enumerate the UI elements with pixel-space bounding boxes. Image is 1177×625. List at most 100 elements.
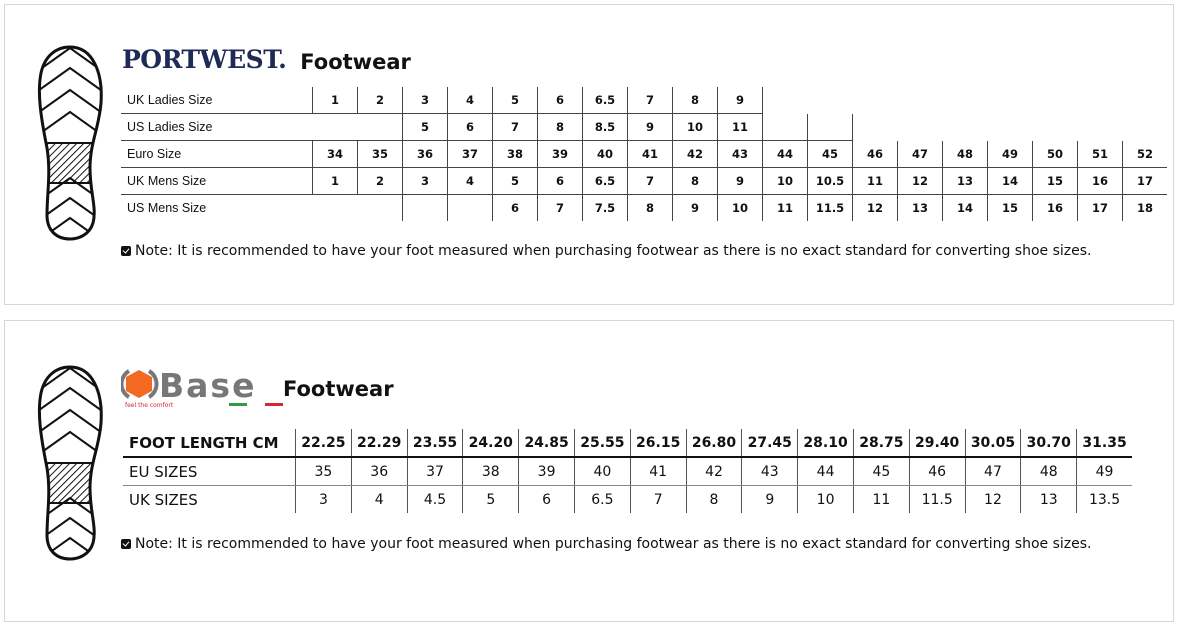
note-text: Note: It is recommended to have your foo…	[135, 243, 1092, 259]
size-cell: 8	[685, 485, 742, 513]
size-cell	[1078, 87, 1123, 114]
size-cell: 36	[350, 457, 408, 486]
size-cell: 7	[629, 485, 687, 513]
size-cell: 43	[741, 457, 798, 486]
size-cell	[357, 113, 403, 141]
table-row: FOOT LENGTH CM 22.25 22.29 23.55 24.20 24.85 2…	[123, 429, 1132, 458]
size-cell: 46	[852, 140, 898, 168]
size-cell: 6.5	[573, 485, 631, 513]
size-cell: 49	[987, 140, 1033, 168]
size-cell	[313, 195, 358, 222]
size-cell	[943, 87, 988, 114]
size-cell: 12	[897, 167, 943, 195]
size-cell: 18	[1122, 194, 1167, 221]
size-cell: 6	[518, 485, 575, 513]
size-cell: 4	[447, 87, 493, 114]
size-cell: 6	[537, 87, 583, 114]
size-cell: 7.5	[582, 194, 628, 221]
svg-text:Base: Base	[159, 367, 256, 405]
size-cell	[1033, 87, 1078, 114]
base-size-table: FOOT LENGTH CM 22.25 22.29 23.55 24.20 24.85 2…	[123, 429, 1132, 513]
size-cell: 42	[685, 457, 742, 486]
size-cell	[988, 114, 1033, 141]
size-cell: 5	[402, 113, 448, 141]
size-cell	[943, 114, 988, 141]
size-cell	[358, 195, 403, 222]
shoe-sole-icon	[35, 43, 107, 243]
size-cell	[312, 113, 358, 141]
size-cell: 11	[717, 113, 763, 141]
portwest-size-table: UK Ladies Size 1 2 3 4 5 6 6.5 7 8 9 US Ladies Size…	[121, 87, 1167, 221]
size-cell: 8	[537, 113, 583, 141]
row-label: US Ladies Size	[121, 113, 313, 141]
table-row: UK SIZES 3 4 4.5 5 6 6.5 7 8 9 10 11 11.5 12 13 13.5	[123, 485, 1132, 513]
size-cell: 9	[741, 485, 798, 513]
size-cell: 5	[492, 87, 538, 114]
size-cell: 2	[357, 167, 403, 195]
size-cell: 12	[964, 485, 1021, 513]
size-cell	[1033, 114, 1078, 141]
size-cell: 28.10	[797, 429, 854, 458]
size-cell: 6	[492, 194, 538, 221]
tagline: feel the comfort	[125, 402, 174, 409]
row-label: UK SIZES	[129, 490, 198, 509]
size-cell: 50	[1032, 140, 1078, 168]
size-cell: 7	[627, 167, 673, 195]
size-cell: 8	[672, 167, 718, 195]
row-label: UK Ladies Size	[121, 87, 313, 114]
size-cell: 38	[462, 457, 519, 486]
checkbox-icon	[121, 246, 131, 256]
section-title: Footwear	[300, 50, 411, 74]
size-cell: 11.5	[908, 485, 966, 513]
size-cell: 26.80	[685, 429, 742, 458]
base-size-chart: Base feel the comfort Footwear FOOT LENG…	[4, 320, 1174, 622]
size-cell: 7	[492, 113, 538, 141]
size-cell: 38	[492, 140, 538, 168]
row-label: EU SIZES	[123, 457, 296, 486]
portwest-size-chart: PORTWEST. Footwear UK Ladies Size 1 2 3 4 5 6 6…	[4, 4, 1174, 305]
size-cell: 1	[312, 87, 358, 114]
size-cell: 44	[762, 140, 808, 168]
size-cell: 39	[518, 457, 575, 486]
size-cell	[808, 87, 853, 114]
size-cell: 2	[357, 87, 403, 114]
size-cell: 28.75	[852, 429, 910, 458]
size-cell: 11	[762, 194, 808, 221]
size-cell: 40	[573, 457, 631, 486]
size-cell: 9	[717, 167, 763, 195]
note: Note: It is recommended to have your foo…	[121, 243, 1091, 259]
size-cell: 24.20	[462, 429, 519, 458]
size-cell: 12	[852, 194, 898, 221]
size-cell	[762, 87, 808, 114]
size-cell: 31.35	[1076, 429, 1132, 458]
checkbox-icon	[121, 539, 131, 549]
base-logo: Base feel the comfort	[119, 366, 286, 413]
size-cell: 11	[852, 485, 910, 513]
size-cell: 17	[1077, 194, 1123, 221]
size-cell: 5	[492, 167, 538, 195]
table-row: US Mens Size 6 7 7.5 8 9 10 11 11.5 12 13 14 15 16 17 1…	[121, 194, 1167, 222]
size-cell: 6	[447, 113, 493, 141]
size-cell: 35	[295, 457, 352, 486]
size-cell: 51	[1077, 140, 1123, 168]
table-row: UK Ladies Size 1 2 3 4 5 6 6.5 7 8 9	[121, 87, 1167, 114]
size-cell: 6.5	[582, 167, 628, 195]
size-cell: 29.40	[908, 429, 966, 458]
size-cell: 26.15	[629, 429, 687, 458]
size-cell: 23.55	[406, 429, 463, 458]
size-cell	[853, 87, 898, 114]
row-label: US Mens Size	[127, 201, 207, 215]
size-cell: 7	[537, 194, 583, 221]
size-cell: 9	[627, 113, 673, 141]
size-cell	[898, 87, 943, 114]
size-cell: 15	[1032, 167, 1078, 195]
size-cell: 22.25	[295, 429, 352, 458]
size-cell: 8.5	[582, 113, 628, 141]
size-cell	[1123, 114, 1168, 141]
size-cell: 10	[717, 194, 763, 221]
size-cell: 42	[672, 140, 718, 168]
size-cell: 4	[350, 485, 408, 513]
size-cell	[1123, 87, 1168, 114]
size-cell: 3	[402, 167, 448, 195]
note: Note: It is recommended to have your foo…	[121, 536, 1091, 552]
